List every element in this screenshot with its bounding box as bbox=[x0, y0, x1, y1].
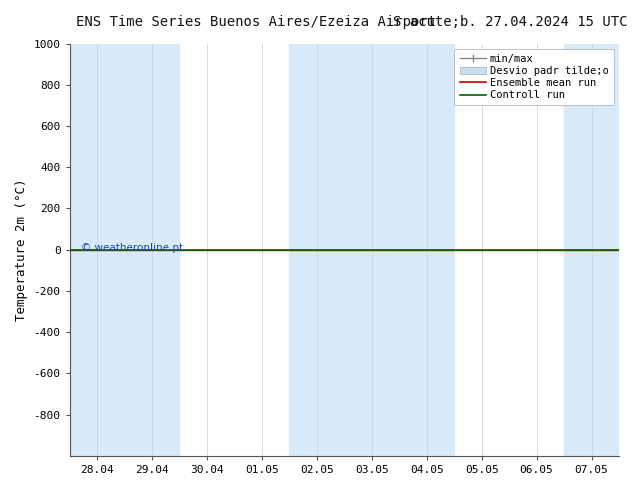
Legend: min/max, Desvio padr tilde;o, Ensemble mean run, Controll run: min/max, Desvio padr tilde;o, Ensemble m… bbox=[455, 49, 614, 105]
Text: S acute;b. 27.04.2024 15 UTC: S acute;b. 27.04.2024 15 UTC bbox=[393, 15, 628, 29]
Text: © weatheronline.pt: © weatheronline.pt bbox=[81, 243, 183, 253]
Bar bbox=[70, 44, 124, 456]
Y-axis label: Temperature 2m (°C): Temperature 2m (°C) bbox=[15, 178, 28, 321]
Bar bbox=[564, 44, 619, 456]
Bar bbox=[399, 44, 454, 456]
Bar bbox=[344, 44, 399, 456]
Bar bbox=[124, 44, 179, 456]
Text: ENS Time Series Buenos Aires/Ezeiza Airport: ENS Time Series Buenos Aires/Ezeiza Airp… bbox=[76, 15, 436, 29]
Bar bbox=[289, 44, 344, 456]
